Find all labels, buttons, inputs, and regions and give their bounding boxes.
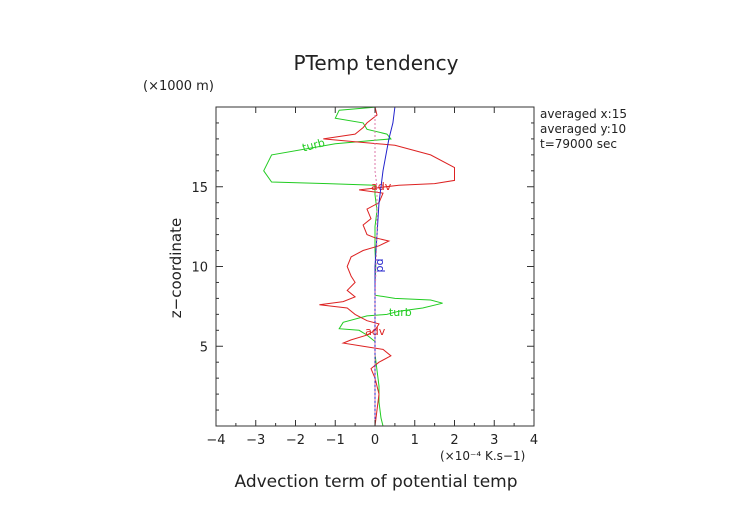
y-axis-title: z−coordinate [167,218,185,318]
x-tick-label: 2 [450,433,458,448]
x-tick-label: −4 [206,433,225,448]
y-unit-label: (×1000 m) [143,79,214,94]
axes-layer: −4 −3 −2 −1 0 1 2 3 4 5 10 15 [191,107,538,448]
info-averaged-y: averaged y:10 [540,122,626,136]
series-label-pd: pd [374,259,387,273]
series-line-adv [319,106,455,427]
y-tick-label: 15 [191,181,208,196]
x-tick-label: −1 [326,433,345,448]
x-tick-label: 3 [490,433,498,448]
info-averaged-x: averaged x:15 [540,107,627,121]
chart-title: PTemp tendency [293,51,458,75]
info-time: t=79000 sec [540,137,617,151]
x-tick-label: −2 [286,433,305,448]
series-line-turb [263,106,443,427]
x-axis-title: Advection term of potential temp [234,472,517,492]
series-label-turb-2: turb [389,306,412,319]
series-label-turb: turb [301,136,326,154]
x-tick-label: 4 [530,433,538,448]
y-tick-label: 10 [191,261,208,276]
x-unit-label: (×10⁻⁴ K.s−1) [440,449,525,463]
x-tick-label: 0 [371,433,379,448]
y-tick-label: 5 [200,340,208,355]
x-tick-label: 1 [411,433,419,448]
x-tick-label: −3 [246,433,265,448]
